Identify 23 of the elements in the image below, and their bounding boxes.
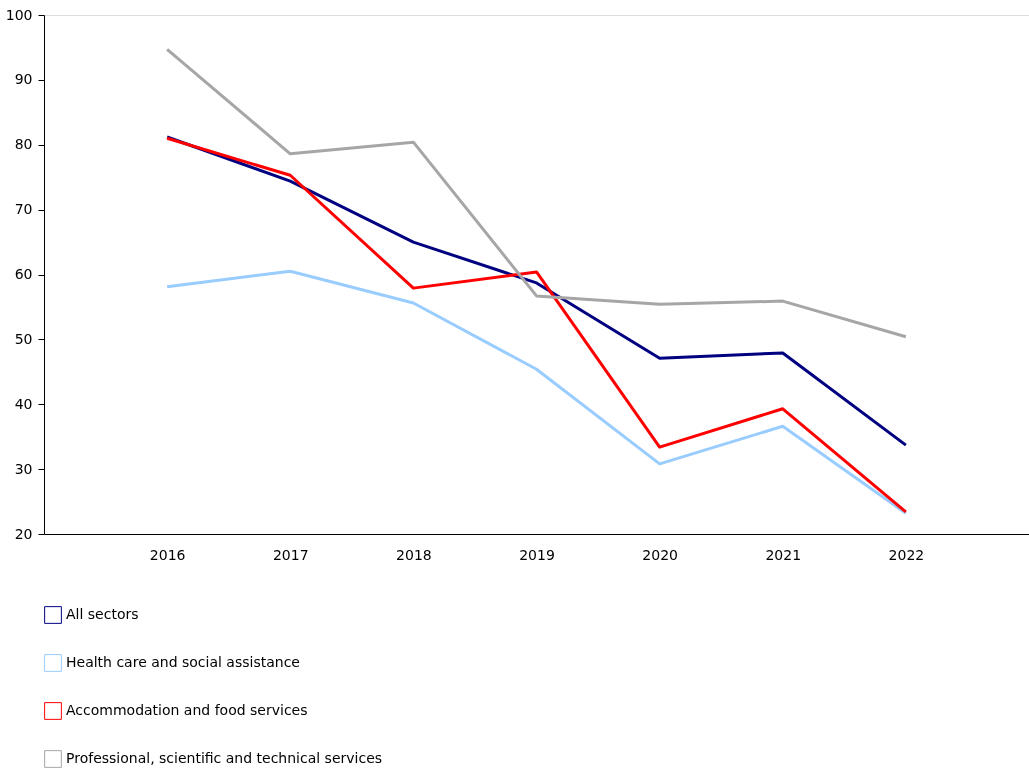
legend-label: Professional, scientific and technical services (66, 750, 383, 766)
y-tick-label: 60 (14, 266, 33, 282)
line-series (165, 269, 908, 515)
y-tick-label: 80 (14, 136, 33, 153)
x-tick-label: 2022 (888, 546, 925, 563)
legend-label: Health care and social assistance (66, 654, 300, 670)
y-tick-label: 40 (14, 395, 33, 412)
line-series (165, 47, 908, 339)
x-tick-label: 2020 (642, 546, 678, 563)
y-tick-label: 30 (14, 460, 33, 477)
y-tick-label: 50 (14, 330, 33, 347)
x-tick-label: 2016 (149, 546, 186, 563)
x-tick-label: 2019 (519, 546, 555, 563)
legend-label: Accommodation and food services (66, 702, 308, 718)
x-tick-label: 2017 (272, 546, 309, 563)
y-tick-label: 90 (14, 71, 33, 88)
y-tick-label: 100 (5, 6, 33, 23)
x-tick-label: 2018 (396, 546, 432, 563)
line-series (165, 136, 908, 514)
y-tick-label: 70 (14, 201, 33, 218)
y-tick-label: 20 (14, 525, 33, 542)
x-tick-label: 2021 (765, 546, 802, 563)
legend-label: All sectors (66, 606, 139, 622)
